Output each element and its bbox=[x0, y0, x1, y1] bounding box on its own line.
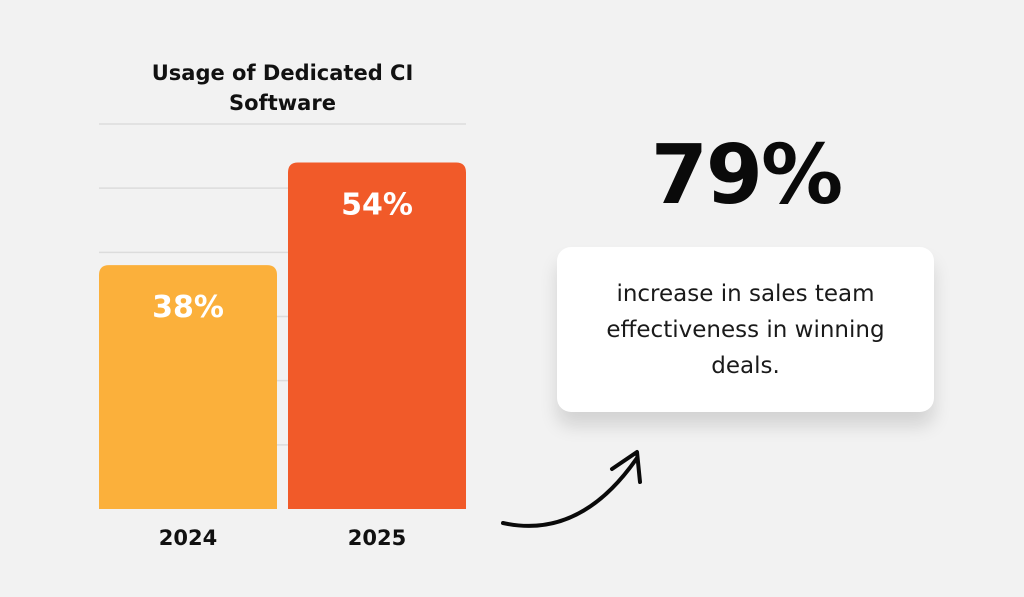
data-label: 54% bbox=[341, 188, 413, 223]
x-tick-label: 2024 bbox=[159, 526, 217, 550]
stat-value: 79% bbox=[650, 128, 843, 223]
x-tick-label: 2025 bbox=[348, 526, 406, 550]
stat-description: increase in sales team effectiveness in … bbox=[606, 280, 885, 379]
data-label: 38% bbox=[152, 290, 224, 325]
bar-2024 bbox=[99, 265, 277, 509]
stat-card: increase in sales team effectiveness in … bbox=[557, 247, 934, 412]
chart-title: Usage of Dedicated CI Software bbox=[151, 61, 414, 115]
bar-2025 bbox=[288, 162, 466, 509]
